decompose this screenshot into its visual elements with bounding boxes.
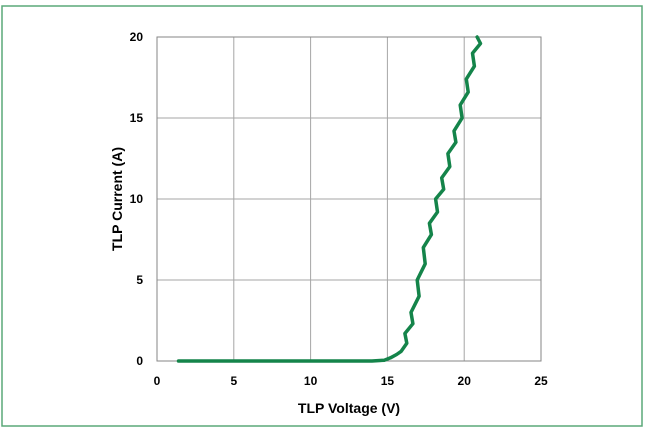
- series-line: [176, 35, 483, 363]
- y-tick-labels: 0 5 10 15 20: [130, 30, 144, 368]
- x-tick-label: 25: [534, 374, 548, 388]
- y-tick-label: 20: [130, 30, 144, 44]
- y-tick-label: 10: [130, 192, 144, 206]
- chart-border: [1, 5, 643, 427]
- x-tick-label: 15: [381, 374, 395, 388]
- y-axis-label: TLP Current (A): [109, 147, 125, 251]
- x-tick-label: 20: [458, 374, 472, 388]
- series-group: [176, 35, 483, 363]
- y-tick-label: 5: [136, 273, 143, 287]
- x-axis-label: TLP Voltage (V): [298, 400, 400, 416]
- y-tick-label: 0: [136, 354, 143, 368]
- x-tick-label: 10: [304, 374, 318, 388]
- y-tick-label: 15: [130, 111, 144, 125]
- x-tick-label: 0: [154, 374, 161, 388]
- x-tick-label: 5: [230, 374, 237, 388]
- x-tick-labels: 0 5 10 15 20 25: [154, 374, 548, 388]
